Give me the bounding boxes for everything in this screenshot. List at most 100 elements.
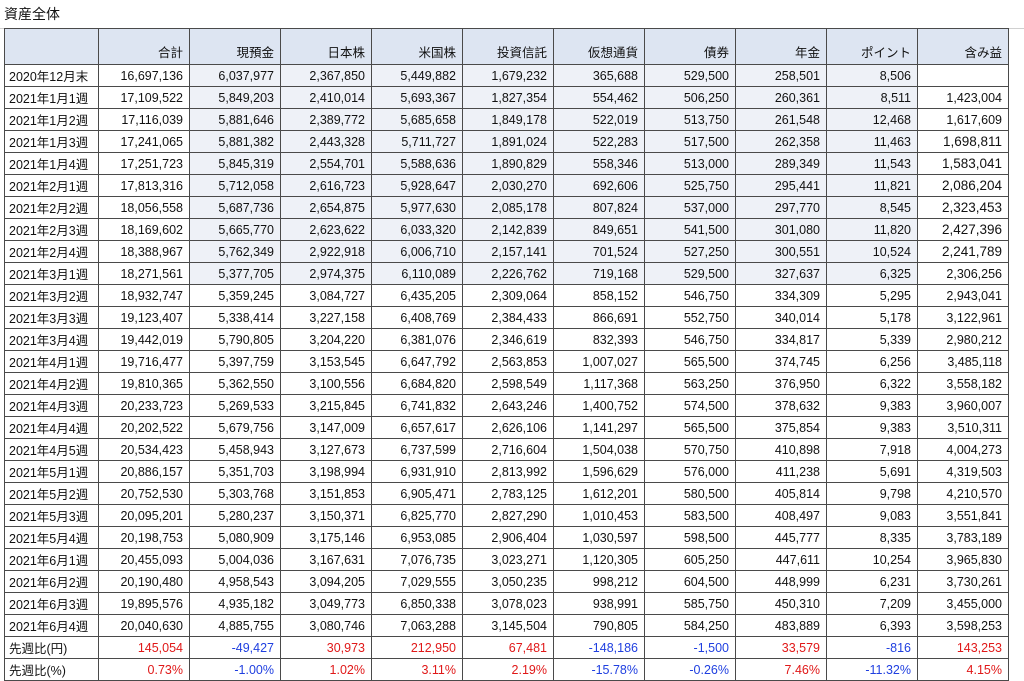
table-cell[interactable]: 7,209 <box>826 592 918 615</box>
table-cell[interactable]: 5,712,058 <box>189 174 281 197</box>
table-cell[interactable]: 3,227,158 <box>280 306 372 329</box>
table-cell[interactable]: 3,730,261 <box>917 570 1009 593</box>
table-cell[interactable]: 448,999 <box>735 570 827 593</box>
table-cell[interactable]: 605,250 <box>644 548 736 571</box>
table-cell[interactable]: 6,825,770 <box>371 504 463 527</box>
table-cell[interactable]: 692,606 <box>553 174 645 197</box>
table-cell[interactable]: 4,958,543 <box>189 570 281 593</box>
header-cell[interactable]: 仮想通貨 <box>553 28 645 65</box>
table-cell[interactable]: 261,548 <box>735 108 827 131</box>
table-cell[interactable]: 6,435,205 <box>371 284 463 307</box>
table-cell[interactable]: 17,813,316 <box>98 174 190 197</box>
table-cell[interactable]: 18,388,967 <box>98 240 190 263</box>
table-cell[interactable]: 3,151,853 <box>280 482 372 505</box>
table-cell[interactable]: 20,455,093 <box>98 548 190 571</box>
table-cell[interactable]: 2,716,604 <box>462 438 554 461</box>
table-cell[interactable]: 334,309 <box>735 284 827 307</box>
table-cell[interactable]: 2,389,772 <box>280 108 372 131</box>
table-cell[interactable]: 9,383 <box>826 394 918 417</box>
table-cell[interactable]: 2,427,396 <box>917 218 1009 241</box>
table-cell[interactable]: 570,750 <box>644 438 736 461</box>
table-cell[interactable]: 6,033,320 <box>371 218 463 241</box>
table-cell[interactable]: 1,891,024 <box>462 130 554 153</box>
table-cell[interactable]: 2,827,290 <box>462 504 554 527</box>
table-cell[interactable]: 5,685,658 <box>371 108 463 131</box>
table-cell[interactable]: 541,500 <box>644 218 736 241</box>
table-cell[interactable]: 2,943,041 <box>917 284 1009 307</box>
table-cell[interactable]: 6,006,710 <box>371 240 463 263</box>
table-cell[interactable]: 4,004,273 <box>917 438 1009 461</box>
table-cell[interactable]: 8,545 <box>826 196 918 219</box>
row-label-cell[interactable]: 2021年5月1週 <box>4 460 99 483</box>
table-cell[interactable]: 6,850,338 <box>371 592 463 615</box>
table-cell[interactable]: 3,049,773 <box>280 592 372 615</box>
table-cell[interactable]: 832,393 <box>553 328 645 351</box>
table-cell[interactable]: 3,100,556 <box>280 372 372 395</box>
table-cell[interactable]: 5,687,736 <box>189 196 281 219</box>
row-label-cell[interactable]: 2021年3月4週 <box>4 328 99 351</box>
summary-cell[interactable]: 212,950 <box>371 636 463 659</box>
table-cell[interactable]: 17,251,723 <box>98 152 190 175</box>
table-cell[interactable]: 2,309,064 <box>462 284 554 307</box>
table-cell[interactable]: 6,231 <box>826 570 918 593</box>
summary-cell[interactable]: -15.78% <box>553 658 645 681</box>
table-cell[interactable]: 790,805 <box>553 614 645 637</box>
table-cell[interactable]: 374,745 <box>735 350 827 373</box>
table-cell[interactable]: 1,612,201 <box>553 482 645 505</box>
table-cell[interactable]: 260,361 <box>735 86 827 109</box>
table-cell[interactable]: 365,688 <box>553 64 645 87</box>
table-cell[interactable]: 450,310 <box>735 592 827 615</box>
row-label-cell[interactable]: 2021年4月3週 <box>4 394 99 417</box>
sheet-title[interactable]: 資産全体 <box>4 6 60 22</box>
row-label-cell[interactable]: 2021年2月2週 <box>4 196 99 219</box>
table-cell[interactable]: 258,501 <box>735 64 827 87</box>
row-label-cell[interactable]: 2021年2月1週 <box>4 174 99 197</box>
table-cell[interactable]: 3,215,845 <box>280 394 372 417</box>
table-cell[interactable]: 10,254 <box>826 548 918 571</box>
table-cell[interactable]: 6,657,617 <box>371 416 463 439</box>
table-cell[interactable]: 583,500 <box>644 504 736 527</box>
table-cell[interactable]: 445,777 <box>735 526 827 549</box>
table-cell[interactable]: 20,202,522 <box>98 416 190 439</box>
table-cell[interactable]: 3,960,007 <box>917 394 1009 417</box>
table-cell[interactable]: 2,783,125 <box>462 482 554 505</box>
table-cell[interactable]: 6,905,471 <box>371 482 463 505</box>
table-cell[interactable]: 2,241,789 <box>917 240 1009 263</box>
table-cell[interactable]: 3,965,830 <box>917 548 1009 571</box>
table-cell[interactable]: 301,080 <box>735 218 827 241</box>
summary-cell[interactable]: -816 <box>826 636 918 659</box>
table-cell[interactable]: 18,056,558 <box>98 196 190 219</box>
row-label-cell[interactable]: 2021年5月3週 <box>4 504 99 527</box>
table-cell[interactable]: 5,881,646 <box>189 108 281 131</box>
table-cell[interactable]: 5,928,647 <box>371 174 463 197</box>
table-cell[interactable]: 6,953,085 <box>371 526 463 549</box>
table-cell[interactable]: 5,665,770 <box>189 218 281 241</box>
table-cell[interactable]: 580,500 <box>644 482 736 505</box>
table-cell[interactable]: 2,306,256 <box>917 262 1009 285</box>
summary-cell[interactable]: -1.00% <box>189 658 281 681</box>
table-cell[interactable]: 529,500 <box>644 64 736 87</box>
header-cell[interactable]: 年金 <box>735 28 827 65</box>
row-label-cell[interactable]: 2021年1月3週 <box>4 130 99 153</box>
table-cell[interactable]: 522,283 <box>553 130 645 153</box>
table-cell[interactable]: 2,906,404 <box>462 526 554 549</box>
table-cell[interactable]: 574,500 <box>644 394 736 417</box>
table-cell[interactable]: 5,295 <box>826 284 918 307</box>
table-cell[interactable]: 2,085,178 <box>462 196 554 219</box>
table-cell[interactable]: 5,338,414 <box>189 306 281 329</box>
row-label-cell[interactable]: 2021年1月4週 <box>4 152 99 175</box>
table-cell[interactable]: 2,384,433 <box>462 306 554 329</box>
table-cell[interactable]: 2,443,328 <box>280 130 372 153</box>
table-cell[interactable]: 9,083 <box>826 504 918 527</box>
table-cell[interactable]: 1,030,597 <box>553 526 645 549</box>
summary-cell[interactable]: 4.15% <box>917 658 1009 681</box>
table-cell[interactable]: 3,127,673 <box>280 438 372 461</box>
table-cell[interactable]: 5,351,703 <box>189 460 281 483</box>
summary-cell[interactable]: -0.26% <box>644 658 736 681</box>
table-cell[interactable]: 506,250 <box>644 86 736 109</box>
table-cell[interactable]: 447,611 <box>735 548 827 571</box>
table-cell[interactable]: 3,122,961 <box>917 306 1009 329</box>
row-label-cell[interactable]: 2021年4月1週 <box>4 350 99 373</box>
table-cell[interactable]: 16,697,136 <box>98 64 190 87</box>
table-cell[interactable]: 20,886,157 <box>98 460 190 483</box>
